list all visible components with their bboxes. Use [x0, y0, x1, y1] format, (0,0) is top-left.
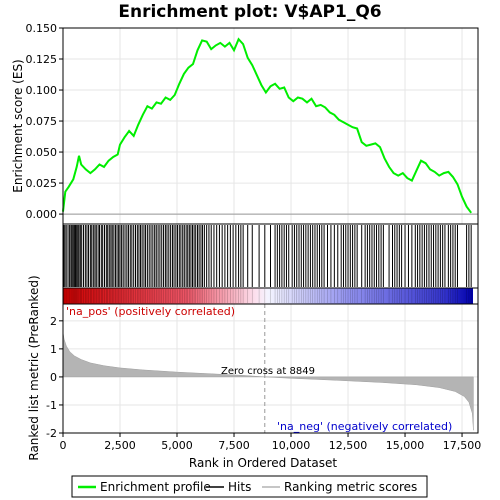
metric-y-ticks: -2 -1 0 1 2: [46, 315, 63, 440]
ranking-metric-area: [62, 331, 474, 431]
x-tick-label: 12,500: [329, 439, 368, 452]
na-neg-label: 'na_neg' (negatively correlated): [277, 420, 452, 433]
es-gridlines: [62, 27, 478, 224]
x-tick-label: 0: [60, 439, 67, 452]
zero-cross-label: Zero cross at 8849: [221, 366, 315, 377]
x-axis-ticks: 0 2,500 5,000 7,500 10,000 12,500 15,000 17,500: [60, 433, 482, 452]
metric-tick-label: 1: [50, 343, 57, 356]
es-tick-label: 0.075: [26, 115, 58, 128]
es-tick-label: 0.025: [26, 177, 58, 190]
color-gradient: [63, 288, 473, 304]
es-panel-frame: [62, 27, 479, 225]
x-tick-label: 5,000: [161, 439, 193, 452]
x-tick-label: 17,500: [443, 439, 482, 452]
legend-label-metric: Ranking metric scores: [284, 480, 417, 494]
na-pos-label: 'na_pos' (positively correlated): [66, 305, 235, 318]
enrichment-profile-line: [62, 37, 473, 214]
metric-tick-label: -1: [46, 399, 57, 412]
es-y-axis-label: Enrichment score (ES): [11, 59, 25, 192]
es-tick-label: 0.000: [26, 208, 58, 221]
es-tick-label: 0.125: [26, 53, 58, 66]
es-y-ticks: 0.000 0.025 0.050 0.075 0.100 0.125 0.150: [26, 22, 63, 221]
metric-panel-frame: [62, 303, 479, 434]
legend-label-hits: Hits: [228, 480, 251, 494]
hits-panel: [62, 223, 479, 289]
es-tick-label: 0.100: [26, 84, 58, 97]
metric-tick-label: -2: [46, 427, 57, 440]
x-tick-label: 7,500: [218, 439, 250, 452]
legend: Enrichment profile Hits Ranking metric s…: [71, 475, 428, 498]
x-tick-label: 10,000: [272, 439, 311, 452]
legend-label-profile: Enrichment profile: [100, 480, 211, 494]
es-tick-label: 0.050: [26, 146, 58, 159]
es-panel: 0.000 0.025 0.050 0.075 0.100 0.125 0.150 Enri…: [11, 22, 479, 225]
x-tick-label: 15,000: [386, 439, 425, 452]
color-bar-hit-marks: [63, 289, 472, 303]
metric-tick-label: 2: [50, 315, 57, 328]
es-tick-label: 0.150: [26, 22, 58, 35]
metric-panel: -2 -1 0 1 2 'na_pos' (positively correlated)…: [27, 275, 479, 461]
metric-y-axis-label: Ranked list metric (PreRanked): [27, 275, 41, 460]
x-axis-label: Rank in Ordered Dataset: [189, 456, 337, 470]
chart-title: Enrichment plot: V$AP1_Q6: [118, 2, 381, 22]
hit-marks: [63, 225, 472, 287]
correlation-color-bar: [62, 287, 479, 305]
x-tick-label: 2,500: [104, 439, 136, 452]
metric-tick-label: 0: [50, 371, 57, 384]
legend-box: [71, 475, 428, 498]
